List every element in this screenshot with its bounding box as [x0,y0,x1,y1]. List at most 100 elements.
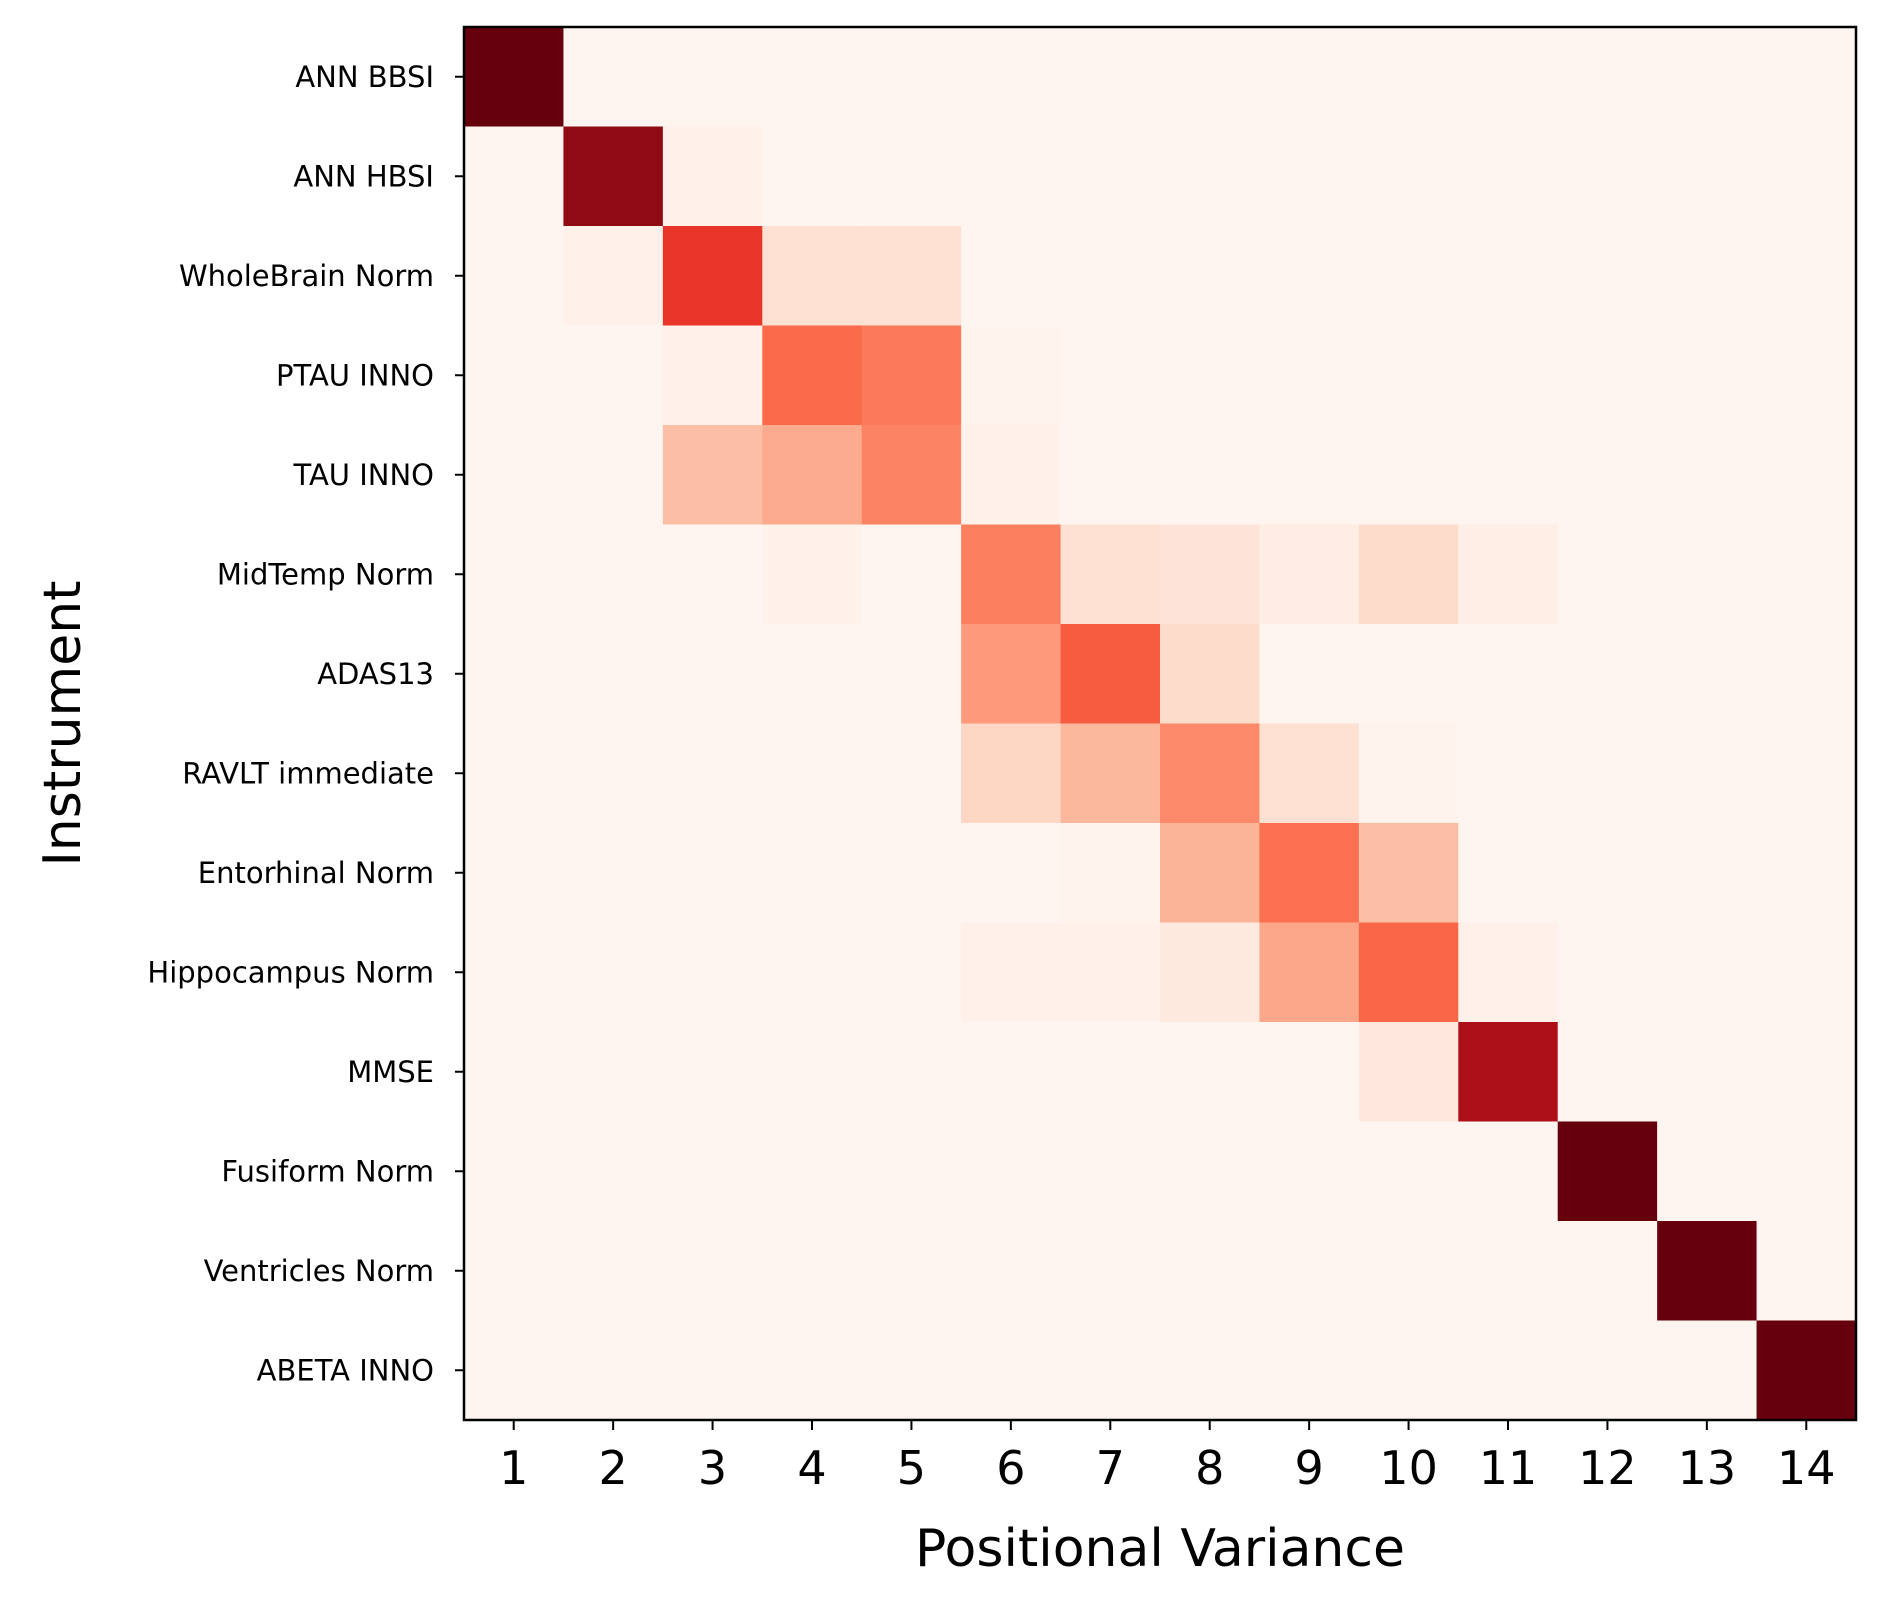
heatmap-cell [1160,823,1261,924]
heatmap-cell [1259,922,1360,1023]
heatmap-cell [1657,1221,1758,1322]
heatmap-cell [762,1022,863,1123]
heatmap-cell [662,226,763,327]
x-tick-label: 11 [1479,1441,1538,1495]
heatmap-cell [861,325,962,426]
heatmap-cell [563,1022,664,1123]
heatmap-cell [1458,1022,1559,1123]
heatmap-cell [1358,425,1459,526]
heatmap-cell [961,1320,1062,1421]
heatmap-cell [1259,425,1360,526]
heatmap-cell [1756,1320,1857,1421]
heatmap-cell [464,723,565,824]
y-tick-label: Hippocampus Norm [147,955,434,989]
heatmap-cell [563,325,664,426]
heatmap-cell [1756,126,1857,227]
heatmap-cell [1160,1221,1261,1322]
heatmap-cell [861,524,962,625]
heatmap-cell [1557,1121,1658,1222]
heatmap-cell [861,1320,962,1421]
heatmap-cell [1756,922,1857,1023]
heatmap-cell [464,922,565,1023]
heatmap-cell [662,524,763,625]
heatmap-cell [961,1022,1062,1123]
heatmap-cell [861,823,962,924]
heatmap-cell [464,524,565,625]
heatmap-cell [1259,524,1360,625]
heatmap-cell [1060,425,1161,526]
heatmap-cell [961,1221,1062,1322]
heatmap-cell [762,823,863,924]
heatmap-cell [1259,226,1360,327]
heatmap-cell [1756,1121,1857,1222]
heatmap-cell [961,524,1062,625]
y-tick-label: ANN BBSI [295,60,434,94]
heatmap-cell [1557,27,1658,128]
heatmap-cell [1060,922,1161,1023]
heatmap-cell [662,425,763,526]
heatmap-cell [1557,524,1658,625]
heatmap-cell [1657,325,1758,426]
heatmap-cell [961,126,1062,227]
heatmap-cell [1259,1022,1360,1123]
heatmap-cell [1557,823,1658,924]
heatmap-cells [464,27,1857,1421]
heatmap-cell [1160,1022,1261,1123]
heatmap-cell [961,823,1062,924]
heatmap-cell [1259,126,1360,227]
heatmap-cell [961,325,1062,426]
heatmap-cell [1458,1121,1559,1222]
heatmap-cell [1458,823,1559,924]
heatmap-cell [1657,27,1758,128]
x-axis: 1 2 3 4 5 6 7 8 9 10 11 12 13 14 [499,1420,1836,1495]
heatmap-cell [1160,27,1261,128]
x-tick-label: 10 [1379,1441,1438,1495]
heatmap-cell [1458,27,1559,128]
heatmap-cell [861,126,962,227]
heatmap-cell [1756,226,1857,327]
heatmap-cell [961,425,1062,526]
heatmap-cell [1557,126,1658,227]
heatmap-cell [1358,624,1459,725]
heatmap-cell [464,1022,565,1123]
heatmap-cell [662,1022,763,1123]
y-tick-label: Ventricles Norm [204,1254,434,1288]
y-tick-label: MidTemp Norm [217,557,434,591]
plot-frame [462,25,1858,1422]
heatmap-cell [1756,524,1857,625]
heatmap-cell [1160,425,1261,526]
heatmap-cell [1259,1221,1360,1322]
heatmap-cell [1458,226,1559,327]
heatmap-cell [1358,1221,1459,1322]
heatmap-cell [1756,823,1857,924]
heatmap-cell [563,1121,664,1222]
y-tick-label: MMSE [347,1055,434,1089]
heatmap-cell [1657,723,1758,824]
heatmap-cell [1358,922,1459,1023]
heatmap-cell [1557,1320,1658,1421]
heatmap-cell [961,27,1062,128]
heatmap-cell [1259,723,1360,824]
heatmap-cell [762,524,863,625]
heatmap-cell [464,425,565,526]
heatmap-cell [1557,1022,1658,1123]
heatmap-cell [1160,126,1261,227]
heatmap-cell [1557,922,1658,1023]
heatmap-cell [1358,524,1459,625]
heatmap-cell [1458,425,1559,526]
heatmap-cell [762,723,863,824]
y-axis-title: Instrument [33,580,93,866]
heatmap-cell [1756,425,1857,526]
y-tick-label: ABETA INNO [257,1353,434,1387]
heatmap-cell [762,1320,863,1421]
heatmap-cell [1259,624,1360,725]
heatmap-cell [662,325,763,426]
heatmap-cell [961,624,1062,725]
heatmap-cell [662,1121,763,1222]
heatmap-cell [1557,624,1658,725]
heatmap-cell [662,1221,763,1322]
y-tick-label: ANN HBSI [293,159,434,193]
heatmap-cell [762,126,863,227]
y-tick-label: ADAS13 [317,657,434,691]
heatmap-cell [861,624,962,725]
